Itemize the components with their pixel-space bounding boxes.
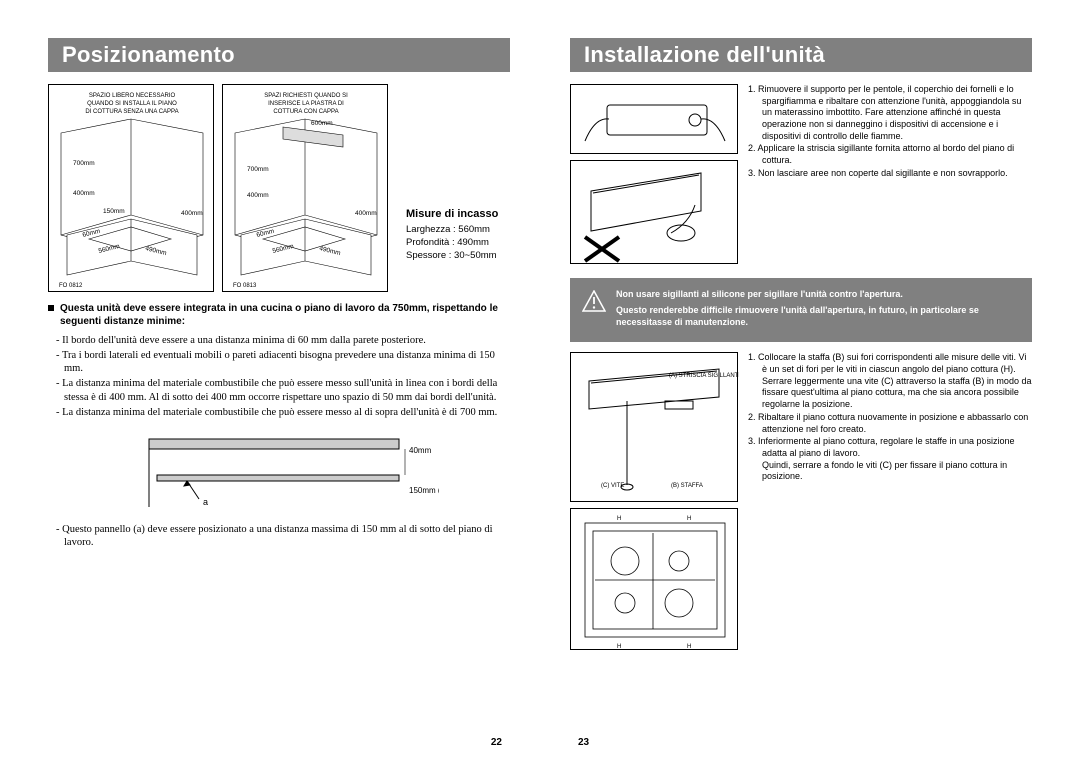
bold-note: Questa unità deve essere integrata in un… <box>48 302 510 328</box>
misure-title: Misure di incasso <box>406 208 510 220</box>
clearance-list: Il bordo dell'unità deve essere a una di… <box>48 334 510 419</box>
header-title-right: Installazione dell'unità <box>584 42 825 68</box>
list-item: Applicare la striscia sigillante fornita… <box>748 143 1032 166</box>
row-step2: (A) STRISCIA SIGILLANTE (B) STAFFA (C) V… <box>570 352 1032 656</box>
svg-text:COTTURA CON CAPPA: COTTURA CON CAPPA <box>273 109 338 115</box>
square-bullet-icon <box>48 305 54 311</box>
header-bar-left: Posizionamento <box>48 38 510 72</box>
row-step1: Rimuovere il supporto per le pentole, il… <box>570 84 1032 270</box>
svg-text:a: a <box>203 497 208 507</box>
diagram-flip-unit <box>570 84 738 154</box>
diagram-bracket-screw: (A) STRISCIA SIGILLANTE (B) STAFFA (C) V… <box>570 352 738 502</box>
list-item: Il bordo dell'unità deve essere a una di… <box>56 334 510 347</box>
svg-text:SPAZI RICHIESTI QUANDO SI: SPAZI RICHIESTI QUANDO SI <box>264 93 348 99</box>
list-item: Non lasciare aree non coperte dal sigill… <box>748 168 1032 180</box>
svg-text:(C) VITE: (C) VITE <box>601 483 624 489</box>
page-number-left: 22 <box>491 737 502 748</box>
list-item: Ribaltare il piano cottura nuovamente in… <box>748 412 1032 435</box>
warning-line-1: Non usare sigillanti al silicone per sig… <box>616 288 1020 300</box>
list-item: Collocare la staffa (B) sui fori corrisp… <box>748 352 1032 410</box>
warning-box: Non usare sigillanti al silicone per sig… <box>570 278 1032 342</box>
diagram-row: SPAZIO LIBERO NECESSARIO QUANDO SI INSTA… <box>48 84 510 292</box>
warning-line-2: Questo renderebbe difficile rimuovere l'… <box>616 304 1020 328</box>
list-item: Rimuovere il supporto per le pentole, il… <box>748 84 1032 142</box>
panel-cross-section-diagram: a 40mm 150mm (MAX) <box>119 433 439 513</box>
warning-text: Non usare sigillanti al silicone per sig… <box>616 288 1020 332</box>
svg-text:700mm: 700mm <box>247 166 269 173</box>
svg-text:(B) STAFFA: (B) STAFFA <box>671 483 703 489</box>
diagA-caption-l1: SPAZIO LIBERO NECESSARIO <box>89 93 176 99</box>
svg-text:40mm: 40mm <box>409 446 432 455</box>
header-bar-right: Installazione dell'unità <box>570 38 1032 72</box>
page-left: Posizionamento SPAZIO LIBERO NECESSARIO … <box>0 0 540 766</box>
misure-line-2: Profondità : 490mm <box>406 237 510 250</box>
svg-text:FO 0813: FO 0813 <box>233 283 257 289</box>
page-number-right: 23 <box>578 737 589 748</box>
page-right: Installazione dell'unità <box>540 0 1080 766</box>
step1-text: Rimuovere il supporto per le pentole, il… <box>748 84 1032 270</box>
svg-text:400mm: 400mm <box>355 210 377 217</box>
diagram-sealant-strip <box>570 160 738 264</box>
svg-text:DI COTTURA SENZA UNA CAPPA: DI COTTURA SENZA UNA CAPPA <box>85 109 178 115</box>
bold-note-text: Questa unità deve essere integrata in un… <box>60 302 510 328</box>
diagram-clearance-with-hood: SPAZI RICHIESTI QUANDO SI INSERISCE LA P… <box>222 84 388 292</box>
warning-icon <box>582 290 606 312</box>
svg-text:H: H <box>687 516 691 522</box>
svg-text:H: H <box>687 644 691 650</box>
misure-line-3: Spessore : 30~50mm <box>406 250 510 263</box>
step2-text: Collocare la staffa (B) sui fori corrisp… <box>748 352 1032 656</box>
panel-note-list: Questo pannello (a) deve essere posizion… <box>48 523 510 549</box>
svg-text:H: H <box>617 644 621 650</box>
list-item: La distanza minima del materiale combust… <box>56 406 510 419</box>
svg-text:400mm: 400mm <box>181 210 203 217</box>
list-item: Inferiormente al piano cottura, regolare… <box>748 436 1032 483</box>
svg-text:700mm: 700mm <box>73 160 95 167</box>
misure-block: Misure di incasso Larghezza : 560mm Prof… <box>396 84 510 292</box>
header-title-left: Posizionamento <box>62 42 235 68</box>
list-item: Tra i bordi laterali ed eventuali mobili… <box>56 349 510 375</box>
list-item: La distanza minima del materiale combust… <box>56 377 510 403</box>
svg-text:FO 0812: FO 0812 <box>59 283 83 289</box>
svg-text:400mm: 400mm <box>73 190 95 197</box>
misure-line-1: Larghezza : 560mm <box>406 224 510 237</box>
svg-text:150mm: 150mm <box>103 208 125 215</box>
list-item: Questo pannello (a) deve essere posizion… <box>56 523 510 549</box>
svg-text:INSERISCE LA PIASTRA DI: INSERISCE LA PIASTRA DI <box>268 101 344 107</box>
svg-text:400mm: 400mm <box>247 192 269 199</box>
svg-text:600mm: 600mm <box>311 120 333 127</box>
svg-text:(A) STRISCIA SIGILLANTE: (A) STRISCIA SIGILLANTE <box>669 373 739 379</box>
svg-text:150mm (MAX): 150mm (MAX) <box>409 486 439 495</box>
svg-text:H: H <box>617 516 621 522</box>
diagram-underside: H H H H <box>570 508 738 650</box>
svg-text:QUANDO SI INSTALLA IL PIANO: QUANDO SI INSTALLA IL PIANO <box>87 101 177 107</box>
diagram-clearance-no-hood: SPAZIO LIBERO NECESSARIO QUANDO SI INSTA… <box>48 84 214 292</box>
